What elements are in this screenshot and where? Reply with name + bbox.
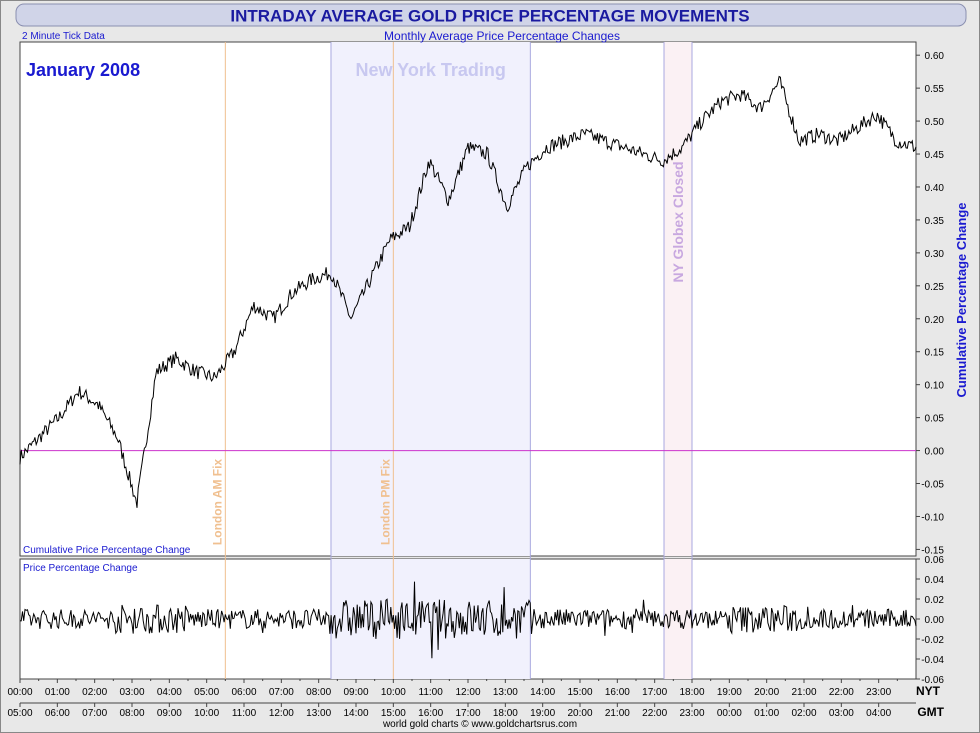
- x-tick-label-gmt: 08:00: [119, 708, 144, 719]
- y-tick-label: 0.45: [925, 150, 945, 161]
- x-tick-label-gmt: 18:00: [493, 708, 518, 719]
- x-tick-label-gmt: 02:00: [791, 708, 816, 719]
- x-tick-label-nyt: 01:00: [45, 687, 70, 698]
- y-tick-label: 0.02: [925, 595, 945, 606]
- x-tick-label-gmt: 01:00: [754, 708, 779, 719]
- y-tick-label: -0.06: [921, 675, 944, 686]
- y-tick-label: 0.55: [925, 84, 945, 95]
- x-tick-label-nyt: 13:00: [493, 687, 518, 698]
- chart-title: INTRADAY AVERAGE GOLD PRICE PERCENTAGE M…: [230, 7, 749, 26]
- x-tick-label-gmt: 22:00: [642, 708, 667, 719]
- y-tick-label: -0.15: [921, 545, 944, 556]
- y-tick-label: 0.25: [925, 282, 945, 293]
- x-tick-label-nyt: 08:00: [306, 687, 331, 698]
- y-tick-label: 0.20: [925, 315, 945, 326]
- x-tick-label-nyt: 07:00: [269, 687, 294, 698]
- y-tick-label: 0.35: [925, 216, 945, 227]
- y-tick-label: 0.30: [925, 249, 945, 260]
- x-tick-label-nyt: 05:00: [194, 687, 219, 698]
- y-axis-lower: 0.06 0.04 0.02 0.00 -0.02 -0.04 -0.06: [916, 555, 944, 686]
- y-tick-label: -0.05: [921, 480, 944, 491]
- x-tick-label-gmt: 03:00: [829, 708, 854, 719]
- x-tick-label-nyt: 00:00: [7, 687, 32, 698]
- y-tick-label: -0.02: [921, 635, 944, 646]
- annotation-layer: New York Trading NY Globex Closed London A…: [210, 42, 693, 679]
- x-tick-label-nyt: 12:00: [455, 687, 480, 698]
- nyt-label: NYT: [916, 684, 941, 698]
- x-tick-label-gmt: 23:00: [679, 708, 704, 719]
- footer-credit: world gold charts © www.goldchartsrus.co…: [382, 719, 577, 730]
- x-tick-label-nyt: 19:00: [717, 687, 742, 698]
- month-label: January 2008: [26, 60, 140, 80]
- x-tick-label-gmt: 13:00: [306, 708, 331, 719]
- tick-data-note: 2 Minute Tick Data: [22, 31, 105, 42]
- x-tick-label-gmt: 14:00: [343, 708, 368, 719]
- x-tick-label-gmt: 10:00: [194, 708, 219, 719]
- shaded-region: [664, 42, 692, 556]
- main-panel-label: Cumulative Price Percentage Change: [23, 545, 191, 556]
- y-tick-label: 0.06: [925, 555, 945, 566]
- x-tick-label-nyt: 21:00: [791, 687, 816, 698]
- shaded-region: [330, 42, 531, 556]
- x-tick-label-gmt: 20:00: [567, 708, 592, 719]
- x-tick-label-gmt: 06:00: [45, 708, 70, 719]
- x-tick-label-gmt: 05:00: [7, 708, 32, 719]
- y-tick-label: 0.00: [925, 615, 945, 626]
- y-axis-title: Cumulative Percentage Change: [954, 202, 969, 397]
- x-tick-label-nyt: 14:00: [530, 687, 555, 698]
- x-tick-label-gmt: 17:00: [455, 708, 480, 719]
- x-tick-label-nyt: 18:00: [679, 687, 704, 698]
- y-tick-label: 0.15: [925, 348, 945, 359]
- fix-label: London PM Fix: [378, 459, 392, 545]
- fix-label: London AM Fix: [210, 459, 224, 546]
- x-tick-label-nyt: 20:00: [754, 687, 779, 698]
- x-tick-label-gmt: 15:00: [381, 708, 406, 719]
- x-axis: 00:00 05:00 01:00 06:00 02:00 07:00 03:00 08:00…: [7, 679, 916, 719]
- x-tick-label-gmt: 11:00: [232, 708, 257, 719]
- x-tick-label-nyt: 15:00: [567, 687, 592, 698]
- x-tick-label-nyt: 10:00: [381, 687, 406, 698]
- x-tick-label-gmt: 04:00: [866, 708, 891, 719]
- x-tick-label-nyt: 04:00: [157, 687, 182, 698]
- x-tick-label-nyt: 17:00: [642, 687, 667, 698]
- x-tick-label-nyt: 09:00: [343, 687, 368, 698]
- x-tick-label-gmt: 19:00: [530, 708, 555, 719]
- x-tick-label-gmt: 09:00: [157, 708, 182, 719]
- globex-closed-label: NY Globex Closed: [670, 161, 686, 282]
- y-tick-label: 0.50: [925, 117, 945, 128]
- x-tick-label-nyt: 22:00: [829, 687, 854, 698]
- x-tick-label-nyt: 23:00: [866, 687, 891, 698]
- y-axis-main: 0.60 0.55 0.50 0.45 0.40 0.35 0.30 0.25 0.20 0.15…: [916, 51, 944, 556]
- chart-subtitle: Monthly Average Price Percentage Changes: [384, 29, 620, 43]
- x-tick-label-nyt: 06:00: [231, 687, 256, 698]
- y-tick-label: 0.00: [925, 447, 945, 458]
- x-tick-label-nyt: 03:00: [119, 687, 144, 698]
- lower-panel-label: Price Percentage Change: [23, 563, 138, 574]
- x-tick-label-gmt: 12:00: [269, 708, 294, 719]
- x-tick-label-gmt: 07:00: [82, 708, 107, 719]
- y-tick-label: -0.10: [921, 512, 944, 523]
- y-tick-label: 0.10: [925, 381, 945, 392]
- x-tick-label-nyt: 16:00: [605, 687, 630, 698]
- x-tick-label-nyt: 02:00: [82, 687, 107, 698]
- change-series-line: [20, 581, 917, 659]
- x-tick-label-gmt: 00:00: [717, 708, 742, 719]
- x-tick-label-nyt: 11:00: [419, 687, 444, 698]
- y-tick-label: 0.05: [925, 414, 945, 425]
- y-tick-label: 0.04: [925, 575, 945, 586]
- x-tick-label-gmt: 21:00: [605, 708, 630, 719]
- cumulative-series-line: [19, 75, 917, 508]
- y-tick-label: 0.40: [925, 183, 945, 194]
- x-tick-label-gmt: 16:00: [418, 708, 443, 719]
- y-tick-label: -0.04: [921, 655, 944, 666]
- y-tick-label: 0.60: [925, 51, 945, 62]
- new-york-trading-label: New York Trading: [355, 60, 505, 80]
- title-band: [15, 3, 967, 27]
- gmt-label: GMT: [917, 705, 944, 719]
